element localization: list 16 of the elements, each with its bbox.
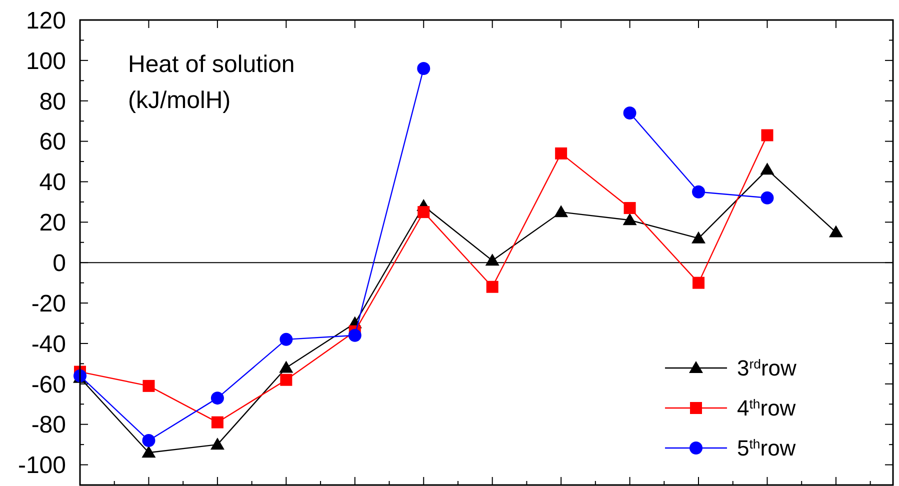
y-tick-label: 60 bbox=[39, 128, 66, 156]
legend-label: 3$^{rd}$row bbox=[737, 356, 797, 381]
y-tick-label: 0 bbox=[52, 250, 66, 278]
y-tick-label: 100 bbox=[26, 48, 66, 75]
y-tick-label: 120 bbox=[26, 7, 66, 34]
legend-label: 4$^{th}$row bbox=[737, 396, 796, 421]
y-tick-label: -100 bbox=[18, 452, 66, 480]
legend-label: 5$^{th}$row bbox=[737, 436, 796, 461]
y-tick-label: 40 bbox=[39, 169, 66, 196]
y-tick-label: -60 bbox=[31, 371, 66, 398]
y-tick-label: 80 bbox=[39, 88, 66, 116]
y-tick-label: -20 bbox=[31, 290, 66, 318]
y-tick-label: -80 bbox=[31, 412, 66, 439]
annotation: Heat of solution (kJ/molH) bbox=[128, 51, 295, 114]
y-tick-label: -40 bbox=[31, 330, 66, 358]
y-tick-label: 20 bbox=[39, 210, 66, 237]
